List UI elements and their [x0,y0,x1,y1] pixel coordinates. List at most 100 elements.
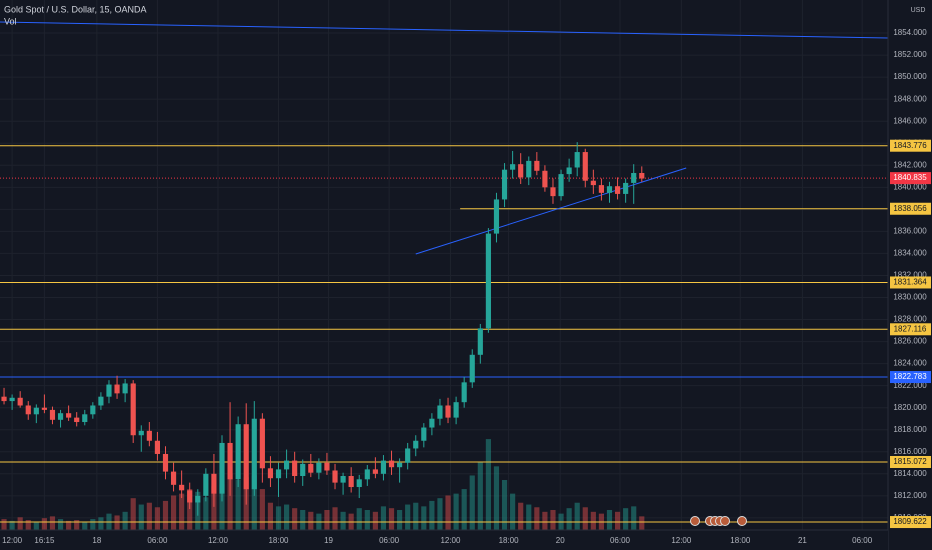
candle-body [179,484,185,491]
volume-bar [82,521,88,530]
volume-bar [477,461,483,530]
level-label: 1838.056 [893,204,927,213]
volume-bar [614,511,621,530]
volume-bar [219,484,225,530]
level-label-bg [890,323,931,336]
level-label-bg [890,371,931,384]
volume-bar [17,517,23,530]
candle-body [9,397,15,402]
volume-bar [461,489,467,530]
volume-bar [227,473,233,530]
trend-line [415,167,687,255]
volume-bar [235,480,241,530]
trend-line [0,21,889,39]
y-tick-label: 1846.000 [893,116,927,125]
candle-body [308,463,314,473]
candle-body [170,471,177,485]
volume-bar [122,511,128,530]
y-tick-label: 1834.000 [893,249,927,258]
candle-body [292,460,298,477]
candle-body [1,396,7,402]
candle-body [17,397,23,406]
candle-body [162,453,169,472]
last-price-label: 1840.835 [893,173,927,182]
volume-bar [33,521,39,530]
candle-body [639,172,645,179]
volume-bar [429,500,435,530]
candle-body [66,413,72,418]
volume-bar [421,506,427,530]
candle-body [550,187,556,197]
level-label: 1831.364 [893,278,927,287]
volume-bar [114,515,120,530]
y-tick-label: 1840.000 [893,182,927,191]
volume-bar [259,489,265,530]
y-tick-label: 1854.000 [893,28,927,37]
x-tick-label: 18:00 [730,536,751,545]
volume-bar [162,500,169,530]
volume-bar [275,506,282,530]
volume-bar [606,510,613,530]
x-tick-label: 12:00 [671,536,692,545]
candle-body [623,182,629,194]
x-tick-label: 16:15 [34,536,55,545]
volume-bar [332,507,338,530]
volume-bar [90,519,96,530]
volume-bar [1,519,7,530]
candle-body [566,167,572,175]
volume-bar [146,502,152,530]
candle-body [501,169,508,200]
volume-bar [57,519,64,530]
y-tick-label: 1842.000 [893,160,927,169]
level-label: 1827.116 [894,324,927,333]
candle-body [283,460,290,470]
volume-bar [437,498,443,530]
candle-body [49,409,56,420]
candle-body [598,185,605,193]
volume-bar [518,502,524,530]
candle-body [518,164,524,178]
y-tick-label: 1814.000 [893,469,927,478]
x-tick-label: 20 [556,536,565,545]
volume-bar [534,507,540,530]
volume-bar [574,502,580,530]
y-tick-label: 1816.000 [893,447,927,456]
candle-body [606,186,613,193]
x-tick-label: 12:00 [208,536,229,545]
time-axis-bg [0,530,888,550]
x-tick-label: 12:00 [440,536,461,545]
candle-body [211,473,217,494]
event-icon[interactable] [690,516,700,526]
x-tick-label: 21 [798,536,807,545]
grid [0,0,888,530]
candle-body [437,405,443,419]
last-price-bg [890,172,931,185]
volume-bar [66,520,72,530]
volume-bar [251,475,257,530]
volume-bar [380,506,387,530]
volume-bar [485,439,491,530]
candle-body [574,152,580,168]
candle-body [33,407,39,415]
volume-bar [211,486,217,530]
y-tick-label: 1824.000 [893,359,927,368]
candle-body [316,462,322,473]
volume-bar [9,520,15,530]
event-icon[interactable] [720,516,730,526]
candle-body [469,354,475,383]
candle-body [348,476,354,488]
event-icons [690,516,747,526]
volume-bar [397,510,403,530]
volume-bar [154,507,161,530]
candle-body [90,405,96,415]
event-icon[interactable] [737,516,747,526]
candle-body [106,384,112,397]
candle-body [82,414,88,423]
candle-body [380,460,387,474]
x-tick-label: 06:00 [147,536,168,545]
candle-body [461,382,467,403]
level-label-bg [890,276,931,289]
volume-bar [267,502,274,530]
